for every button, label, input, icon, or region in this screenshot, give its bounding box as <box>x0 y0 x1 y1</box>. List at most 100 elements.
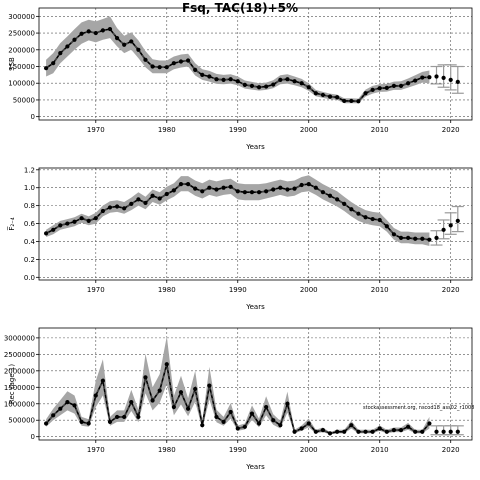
estimate-point <box>72 37 77 42</box>
x-tick-label: 1980 <box>158 286 176 294</box>
estimate-point <box>242 82 247 87</box>
x-tick-label: 2020 <box>442 126 460 134</box>
estimate-point <box>249 83 255 88</box>
estimate-point <box>136 47 141 52</box>
estimate-point <box>285 187 290 192</box>
estimate-point <box>256 85 262 90</box>
estimate-point <box>427 237 432 242</box>
estimate-point <box>271 187 276 192</box>
estimate-point <box>185 182 191 187</box>
estimate-point <box>335 95 340 100</box>
estimate-point <box>164 362 169 367</box>
estimate-point <box>406 424 411 429</box>
estimate-point <box>221 419 226 424</box>
estimate-point <box>363 215 368 220</box>
confidence-band <box>46 175 430 246</box>
estimate-point <box>185 406 191 411</box>
estimate-point <box>342 201 347 206</box>
forecast-point <box>455 218 460 223</box>
estimate-point <box>292 79 297 84</box>
estimate-point <box>193 186 198 191</box>
y-tick-label: 0.6 <box>24 220 36 228</box>
estimate-point <box>377 217 382 223</box>
estimate-point <box>391 428 397 433</box>
estimate-point <box>114 414 120 420</box>
estimate-point <box>178 59 184 64</box>
estimate-point <box>207 185 212 190</box>
estimate-point <box>299 426 304 431</box>
confidence-band <box>46 16 430 104</box>
estimate-point <box>427 421 432 426</box>
estimate-point <box>285 77 290 82</box>
y-tick-label: 2000000 <box>4 367 35 375</box>
estimate-point <box>136 414 141 420</box>
estimate-point <box>384 224 389 229</box>
x-tick-label: 1970 <box>87 126 105 134</box>
x-tick-label: 1990 <box>229 286 247 294</box>
estimate-point <box>271 82 276 87</box>
estimate-point <box>278 423 283 428</box>
y-axis-label: F̅₂₋₄ <box>7 217 16 231</box>
x-tick-label: 2010 <box>371 446 389 454</box>
estimate-point <box>122 206 127 211</box>
y-axis-label: SSB <box>8 57 16 71</box>
estimate-point <box>370 87 375 93</box>
estimate-point <box>235 426 240 431</box>
y-tick-label: 300000 <box>8 13 35 21</box>
estimate-point <box>342 429 347 434</box>
estimate-point <box>356 99 361 104</box>
estimate-point <box>221 185 226 190</box>
estimate-point <box>150 193 155 198</box>
estimate-point <box>313 185 318 190</box>
y-tick-label: 2500000 <box>4 351 35 359</box>
x-axis-label: Years <box>245 143 265 151</box>
estimate-point <box>306 182 311 187</box>
forecast-point <box>455 79 460 84</box>
estimate-point <box>65 400 70 405</box>
estimate-point <box>249 190 255 195</box>
estimate-point <box>114 204 120 209</box>
forecast-point <box>455 429 460 434</box>
estimate-point <box>377 426 382 431</box>
forecast-point <box>448 77 453 82</box>
estimate-point <box>58 51 63 56</box>
estimate-point <box>86 218 91 223</box>
estimate-point <box>122 414 127 420</box>
estimate-point <box>363 91 368 96</box>
forecast-point <box>448 429 453 434</box>
forecast-point <box>434 74 439 79</box>
estimate-point <box>93 393 98 398</box>
estimate-point <box>306 85 311 90</box>
estimate-point <box>228 77 233 82</box>
forecast-point <box>448 223 453 228</box>
x-tick-label: 2020 <box>442 286 460 294</box>
x-tick-label: 2010 <box>371 126 389 134</box>
estimate-point <box>327 94 333 99</box>
y-tick-label: 0.0 <box>24 274 35 282</box>
y-axis-label: Rec (age 1) <box>8 364 16 404</box>
plot-frame <box>38 327 473 441</box>
estimate-point <box>86 29 91 34</box>
estimate-point <box>65 44 70 49</box>
estimate-point <box>51 227 56 232</box>
estimate-point <box>93 30 98 36</box>
estimate-point <box>200 189 205 194</box>
estimate-point <box>327 193 333 198</box>
plot-frame <box>38 167 473 281</box>
estimate-point <box>271 418 276 423</box>
estimate-point <box>150 64 155 69</box>
estimate-point <box>193 386 198 392</box>
estimate-point <box>420 236 425 241</box>
estimate-point <box>398 83 404 88</box>
estimate-point <box>406 81 411 86</box>
estimate-point <box>391 232 397 237</box>
estimate-point <box>143 375 148 380</box>
estimate-point <box>107 26 113 32</box>
estimate-point <box>391 83 397 88</box>
estimate-point <box>107 205 113 210</box>
estimate-point <box>285 401 290 406</box>
estimate-point <box>413 78 418 83</box>
x-tick-label: 2020 <box>442 446 460 454</box>
estimate-point <box>406 235 411 240</box>
